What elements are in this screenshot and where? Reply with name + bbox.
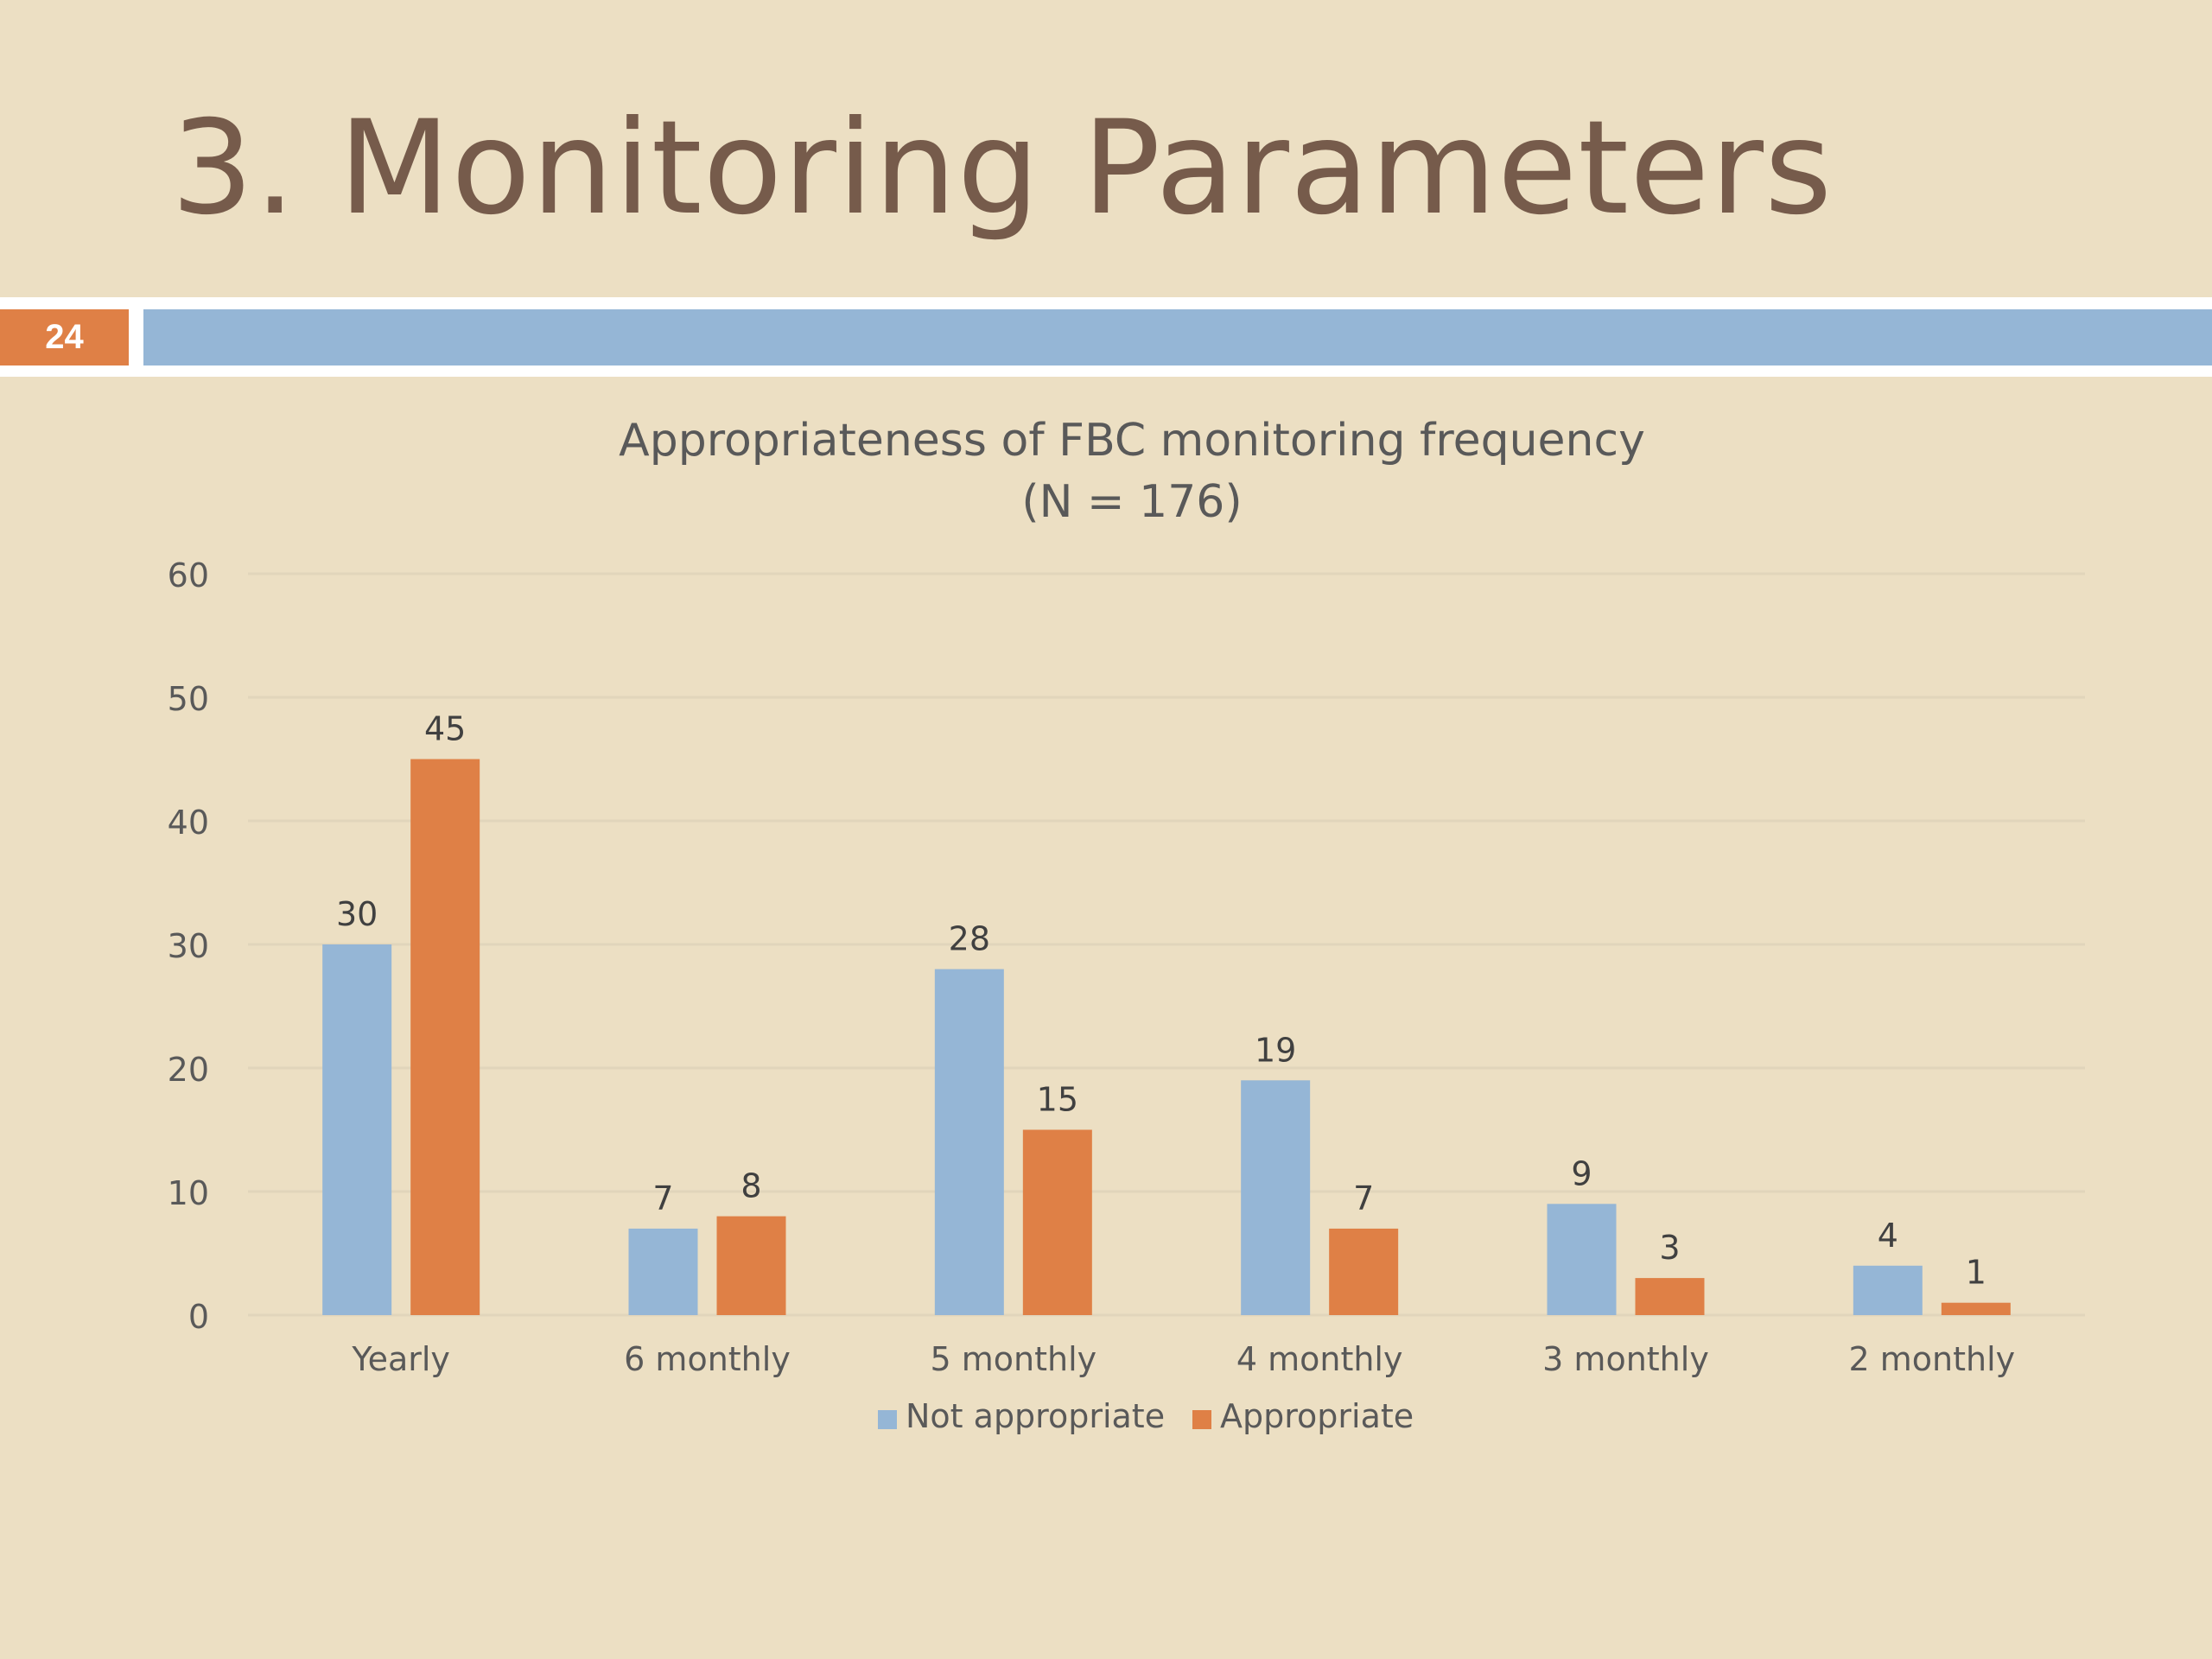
y-tick-label: 40 (168, 804, 209, 842)
data-label: 28 (949, 920, 990, 958)
legend-label: Appropriate (1220, 1397, 1414, 1435)
chart-subtitle: (N = 176) (1021, 476, 1242, 528)
x-tick-label: 2 monthly (1849, 1340, 2016, 1378)
x-axis-ticks: Yearly 6 monthly 5 monthly 4 monthly 3 month… (351, 1340, 2015, 1378)
y-tick-label: 0 (188, 1298, 209, 1336)
bars (322, 759, 2011, 1315)
data-label: 1 (1966, 1254, 1986, 1292)
data-label: 3 (1659, 1229, 1680, 1267)
x-tick-label: 5 monthly (931, 1340, 1097, 1378)
data-label: 8 (741, 1167, 761, 1205)
page-number: 24 (0, 309, 129, 365)
data-label: 15 (1037, 1081, 1078, 1119)
bar-not-appropriate (1241, 1080, 1311, 1315)
y-tick-label: 50 (168, 680, 209, 718)
slide-title: 3. Monitoring Parameters (171, 93, 1834, 244)
y-tick-label: 30 (168, 927, 209, 965)
bar-appropriate (1329, 1228, 1399, 1315)
y-tick-label: 20 (168, 1051, 209, 1089)
x-tick-label: 3 monthly (1542, 1340, 1709, 1378)
data-label: 45 (424, 710, 466, 748)
data-label: 9 (1571, 1154, 1592, 1192)
x-tick-label: 4 monthly (1236, 1340, 1403, 1378)
legend-swatch (878, 1410, 897, 1429)
x-tick-label: 6 monthly (624, 1340, 791, 1378)
bar-appropriate (410, 759, 480, 1315)
gridlines (248, 572, 2085, 1317)
data-label: 30 (336, 895, 378, 933)
chart-title: Appropriateness of FBC monitoring freque… (619, 415, 1645, 467)
bar-appropriate (1941, 1302, 2011, 1315)
bar-not-appropriate (322, 944, 392, 1315)
bar-appropriate (1635, 1278, 1705, 1315)
y-tick-label: 60 (168, 556, 209, 594)
data-label: 7 (1353, 1179, 1374, 1217)
legend-swatch (1192, 1410, 1211, 1429)
y-tick-label: 10 (168, 1174, 209, 1212)
bar-appropriate (716, 1216, 786, 1315)
header-blue-bar (143, 309, 2212, 365)
bar-not-appropriate (1853, 1265, 1923, 1315)
bar-not-appropriate (934, 969, 1004, 1315)
bar-not-appropriate (1547, 1204, 1617, 1315)
x-tick-label: Yearly (351, 1340, 450, 1378)
data-label: 7 (652, 1179, 673, 1217)
bar-appropriate (1022, 1129, 1092, 1315)
data-labels: 30 45 7 8 28 15 19 7 9 3 4 1 (336, 710, 1986, 1292)
legend-label: Not appropriate (906, 1397, 1165, 1435)
data-label: 4 (1878, 1217, 1898, 1255)
bar-not-appropriate (628, 1228, 698, 1315)
data-label: 19 (1255, 1031, 1296, 1069)
legend: Not appropriate Appropriate (878, 1397, 1414, 1435)
y-axis-ticks: 0 10 20 30 40 50 60 (168, 556, 209, 1336)
